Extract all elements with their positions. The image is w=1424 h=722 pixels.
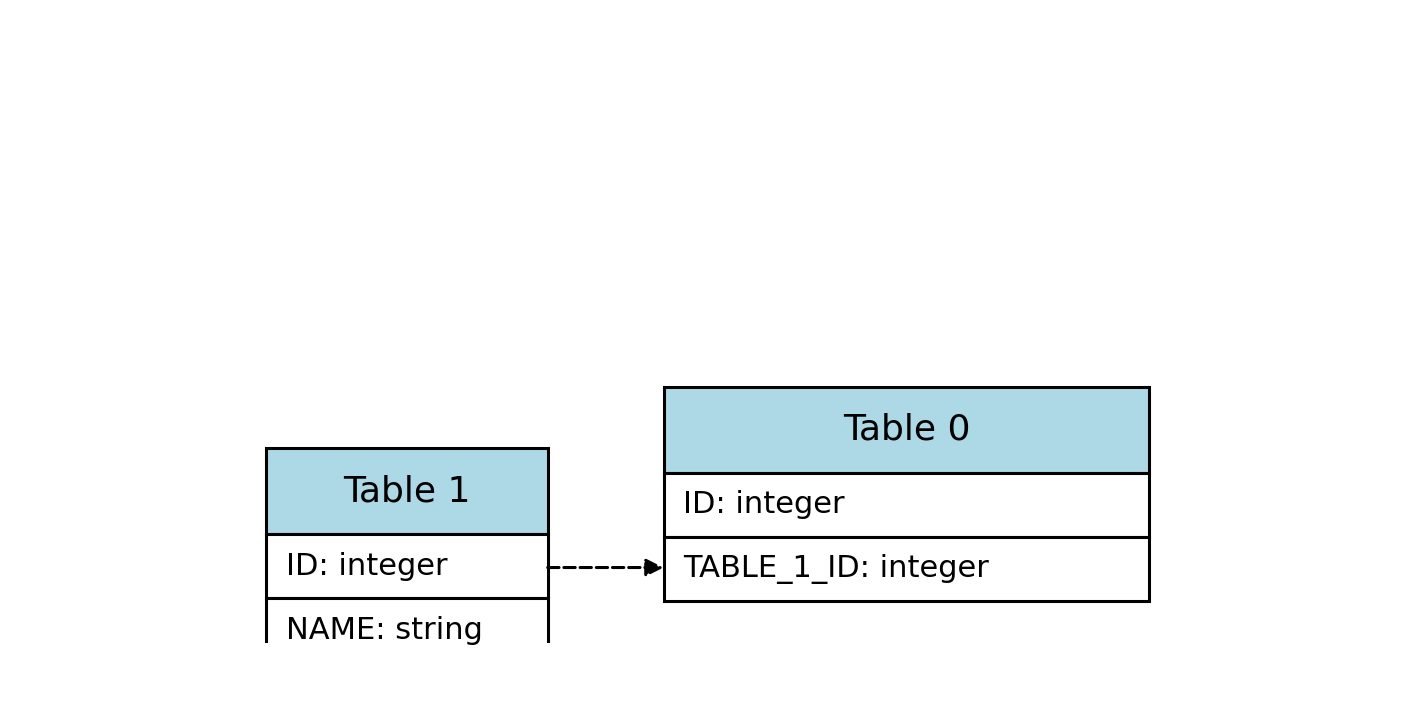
Text: TABLE_1_ID: integer: TABLE_1_ID: integer bbox=[684, 554, 990, 584]
Text: ID: integer: ID: integer bbox=[286, 552, 447, 580]
Bar bbox=[664, 537, 1149, 601]
Bar bbox=[664, 387, 1149, 473]
Text: NAME: string: NAME: string bbox=[286, 616, 483, 645]
Bar bbox=[664, 473, 1149, 537]
Text: Table 0: Table 0 bbox=[843, 413, 970, 447]
Text: ID: integer: ID: integer bbox=[684, 490, 844, 520]
Text: Table 1: Table 1 bbox=[343, 474, 471, 508]
Bar bbox=[266, 534, 548, 598]
Bar bbox=[266, 598, 548, 662]
Bar bbox=[266, 448, 548, 534]
